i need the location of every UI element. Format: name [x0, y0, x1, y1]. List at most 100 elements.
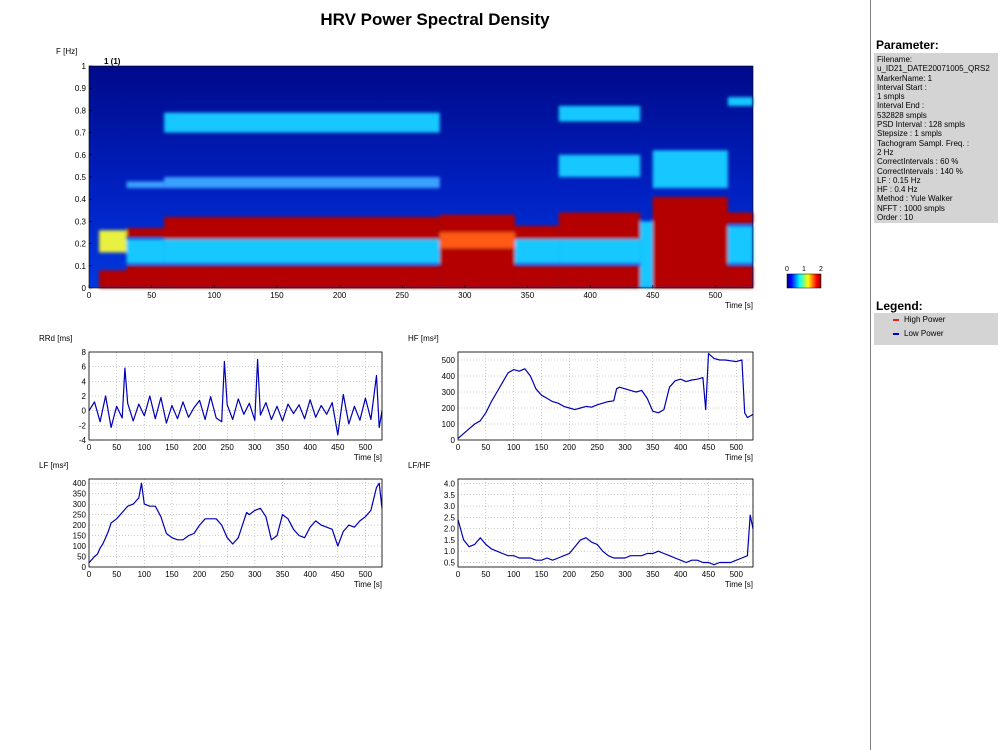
x-tick-label: 100 [138, 443, 152, 452]
x-tick-label: 50 [112, 443, 121, 452]
main-title: HRV Power Spectral Density [320, 10, 550, 29]
spectrogram-band [99, 230, 127, 253]
parameter-line: Interval Start : [877, 82, 927, 92]
x-tick-label: 500 [730, 443, 744, 452]
x-tick-label: 200 [563, 570, 577, 579]
y-tick-label: 0.3 [75, 217, 87, 226]
parameter-line: PSD Interval : 128 smpls [877, 120, 966, 130]
parameter-line: LF : 0.15 Hz [877, 175, 921, 185]
x-tick-label: 100 [208, 291, 222, 300]
y-tick-label: 150 [73, 532, 87, 541]
y-axis-label: LF [ms²] [39, 461, 68, 470]
x-tick-label: 350 [276, 570, 290, 579]
x-tick-label: 250 [396, 291, 410, 300]
spectrogram-band [558, 105, 641, 122]
parameter-line: Tachogram Sampl. Freq. : [877, 138, 970, 148]
hf-plot: 0 50 100 150 200 250 300 350 400 450 500 0 100 200 300… [408, 334, 754, 462]
x-tick-label: 300 [618, 570, 632, 579]
y-tick-label: 0 [82, 563, 87, 572]
x-tick-label: 0 [87, 570, 92, 579]
series-line [88, 482, 383, 564]
x-tick-label: 500 [359, 443, 373, 452]
legend-heading: Legend: [876, 299, 923, 313]
spectrogram-band [727, 97, 753, 106]
x-tick-label: 0 [87, 443, 92, 452]
x-tick-label: 0 [456, 443, 461, 452]
parameter-line: Interval End : [877, 101, 925, 111]
y-tick-label: 0 [82, 284, 87, 293]
y-tick-label: 0.1 [75, 262, 87, 271]
lf-plot: 0 50 100 150 200 250 300 350 400 450 5000501001502… [39, 461, 383, 589]
y-tick-label: 200 [73, 521, 87, 530]
x-tick-label: 350 [646, 443, 660, 452]
y-tick-label: 300 [442, 388, 456, 397]
spectrogram-band [727, 265, 753, 288]
y-axis-label: HF [ms²] [408, 334, 439, 343]
y-tick-label: 0.9 [75, 84, 87, 93]
y-tick-label: 0.7 [75, 129, 87, 138]
series-line [88, 358, 383, 436]
x-tick-label: 350 [646, 570, 660, 579]
spectrogram-bands [99, 97, 753, 288]
y-tick-label: 8 [82, 348, 87, 357]
colorbar-tick-label: 0 [785, 266, 789, 273]
x-tick-label: 150 [535, 443, 549, 452]
x-tick-label: 250 [590, 443, 604, 452]
y-axis-label: RRd [ms] [39, 334, 72, 343]
y-tick-label: -4 [79, 436, 87, 445]
y-tick-label: 500 [442, 356, 456, 365]
x-tick-label: 100 [138, 570, 152, 579]
spectrogram-band [640, 221, 653, 288]
y-tick-label: 2.5 [444, 513, 456, 522]
y-tick-label: 400 [73, 479, 87, 488]
plot-frame [457, 351, 754, 441]
x-axis-label: Time [s] [725, 453, 753, 462]
parameter-line: HF : 0.4 Hz [877, 185, 918, 195]
spectrogram-band [514, 239, 559, 264]
parameter-line: Method : Yule Walker [877, 194, 953, 204]
x-tick-label: 400 [674, 443, 688, 452]
spectrogram-band [439, 214, 515, 288]
spectrogram-band [727, 225, 753, 264]
x-tick-label: 300 [248, 443, 262, 452]
spectrogram-band [99, 270, 127, 288]
x-tick-label: 500 [709, 291, 723, 300]
spectrogram-band [558, 265, 641, 288]
x-tick-label: 200 [563, 443, 577, 452]
y-tick-label: 2.0 [444, 525, 456, 534]
legend-label-high-power: High Power [904, 315, 946, 324]
x-tick-label: 50 [112, 570, 121, 579]
spectrogram-band [514, 265, 559, 288]
y-tick-label: 3.5 [444, 491, 456, 500]
legend-box: High Power Low Power [874, 313, 998, 345]
parameter-line: Stepsize : 1 smpls [877, 129, 942, 139]
y-tick-label: 0.5 [444, 558, 456, 567]
spectrogram-band [164, 112, 440, 133]
y-tick-label: 350 [73, 490, 87, 499]
y-tick-label: 1.0 [444, 547, 456, 556]
x-tick-label: 400 [303, 570, 317, 579]
x-tick-label: 200 [333, 291, 347, 300]
spectrogram-band [164, 239, 440, 264]
y-tick-label: 6 [82, 363, 87, 372]
side-panel: Parameter: Filename: u_ID21_DATE20071005… [870, 0, 999, 750]
plots-canvas: 00.10.20.30.40.50.60.70.80.910 50 100 150 20… [39, 47, 823, 589]
figure: HRV Power Spectral Density 0 0.1 0.2 0.3 0.4… [39, 10, 823, 589]
x-tick-label: 450 [702, 443, 716, 452]
x-tick-label: 150 [535, 570, 549, 579]
x-tick-label: 100 [507, 570, 521, 579]
x-tick-label: 450 [331, 443, 345, 452]
parameter-line: u_ID21_DATE20071005_QRS2 [877, 64, 990, 74]
spectrogram-band [558, 239, 641, 264]
spectrogram-band [652, 196, 728, 288]
y-tick-label: 300 [73, 500, 87, 509]
y-tick-label: -2 [79, 421, 87, 430]
parameter-line: 532828 smpls [877, 110, 927, 120]
series-line [457, 514, 754, 566]
y-tick-label: 2 [82, 392, 87, 401]
plot-border [457, 478, 754, 568]
x-tick-label: 300 [458, 291, 472, 300]
y-tick-label: 50 [77, 553, 86, 562]
x-tick-label: 150 [165, 443, 179, 452]
x-tick-label: 250 [221, 570, 235, 579]
